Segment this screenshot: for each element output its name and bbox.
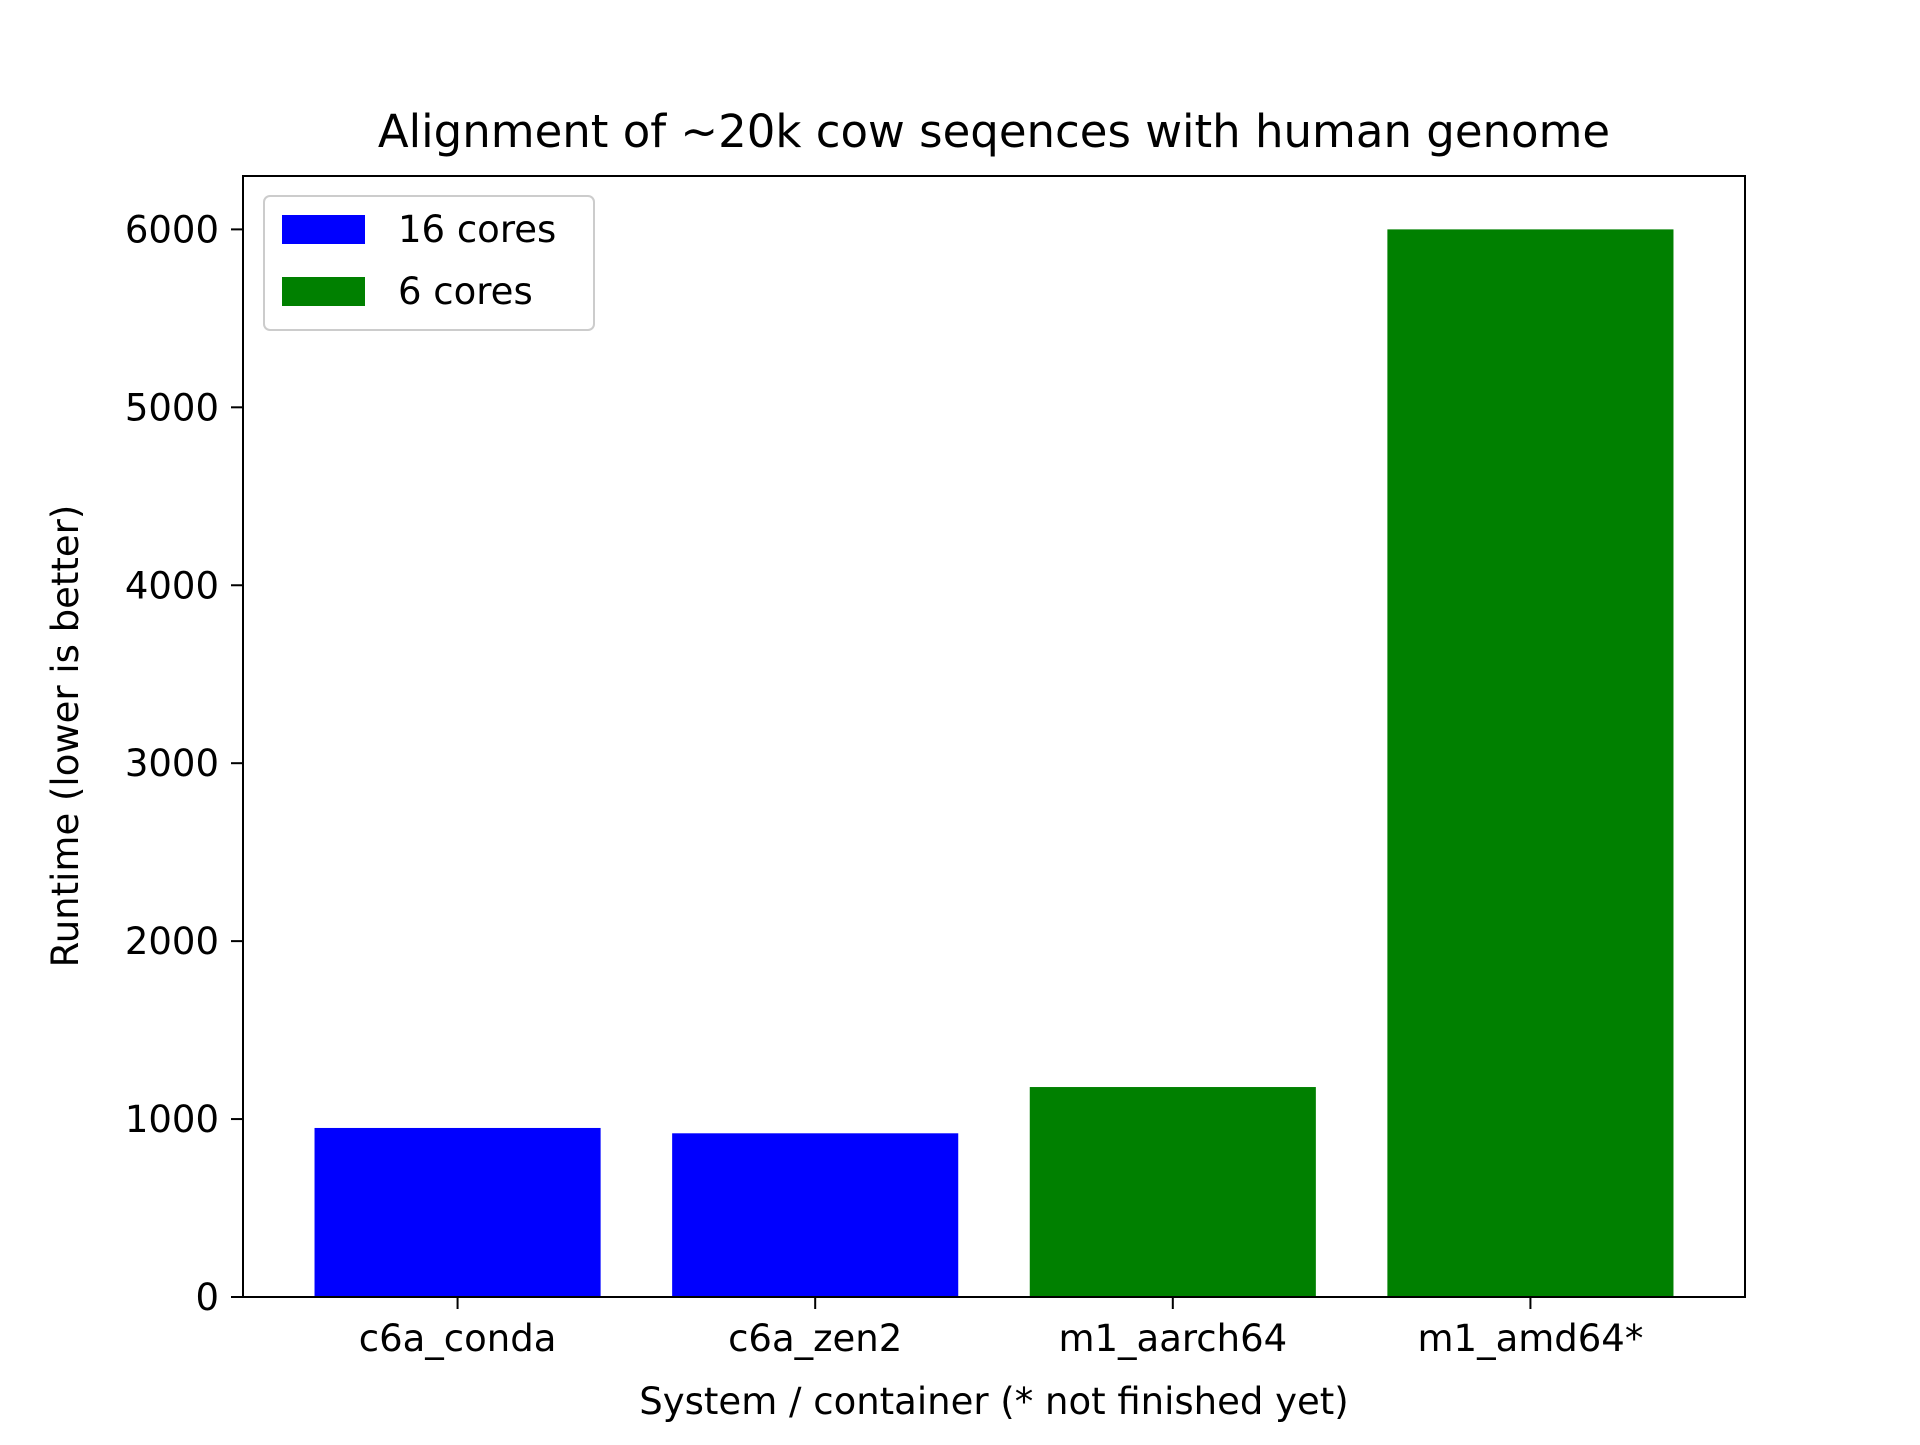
bar-c6a-zen2 <box>672 1133 959 1297</box>
x-axis: c6a_conda c6a_zen2 m1_aarch64 m1_amd64* <box>359 1297 1643 1360</box>
legend: 16 cores 6 cores <box>263 195 595 331</box>
x-tick-label-m1-aarch64: m1_aarch64 <box>1058 1317 1287 1360</box>
y-axis-label: Runtime (lower is better) <box>44 505 87 968</box>
y-tick-label-0: 0 <box>195 1276 219 1319</box>
legend-swatch-16-cores <box>282 215 365 244</box>
chart-title: Alignment of ~20k cow seqences with huma… <box>378 105 1610 158</box>
plot-frame <box>242 175 1746 1298</box>
y-tick-label-2000: 2000 <box>125 920 219 963</box>
x-tick-label-m1-amd64: m1_amd64* <box>1417 1317 1643 1360</box>
bar-c6a-conda <box>314 1127 601 1297</box>
x-tick-label-c6a-conda: c6a_conda <box>359 1317 557 1360</box>
x-tick-label-c6a-zen2: c6a_zen2 <box>728 1317 902 1360</box>
bar-m1-amd64 <box>1387 229 1674 1297</box>
y-tick-label-6000: 6000 <box>125 208 219 251</box>
legend-label-16-cores: 16 cores <box>398 208 556 251</box>
bar-m1-aarch64 <box>1029 1087 1316 1297</box>
y-axis: 0 1000 2000 3000 4000 5000 6000 <box>125 208 243 1319</box>
legend-swatch-6-cores <box>282 277 365 306</box>
y-tick-label-3000: 3000 <box>125 742 219 785</box>
bars-layer <box>314 229 1674 1297</box>
legend-label-6-cores: 6 cores <box>398 270 533 313</box>
x-axis-label: System / container (* not finished yet) <box>639 1380 1348 1423</box>
y-tick-label-4000: 4000 <box>125 564 219 607</box>
y-tick-label-5000: 5000 <box>125 386 219 429</box>
y-tick-label-1000: 1000 <box>125 1098 219 1141</box>
